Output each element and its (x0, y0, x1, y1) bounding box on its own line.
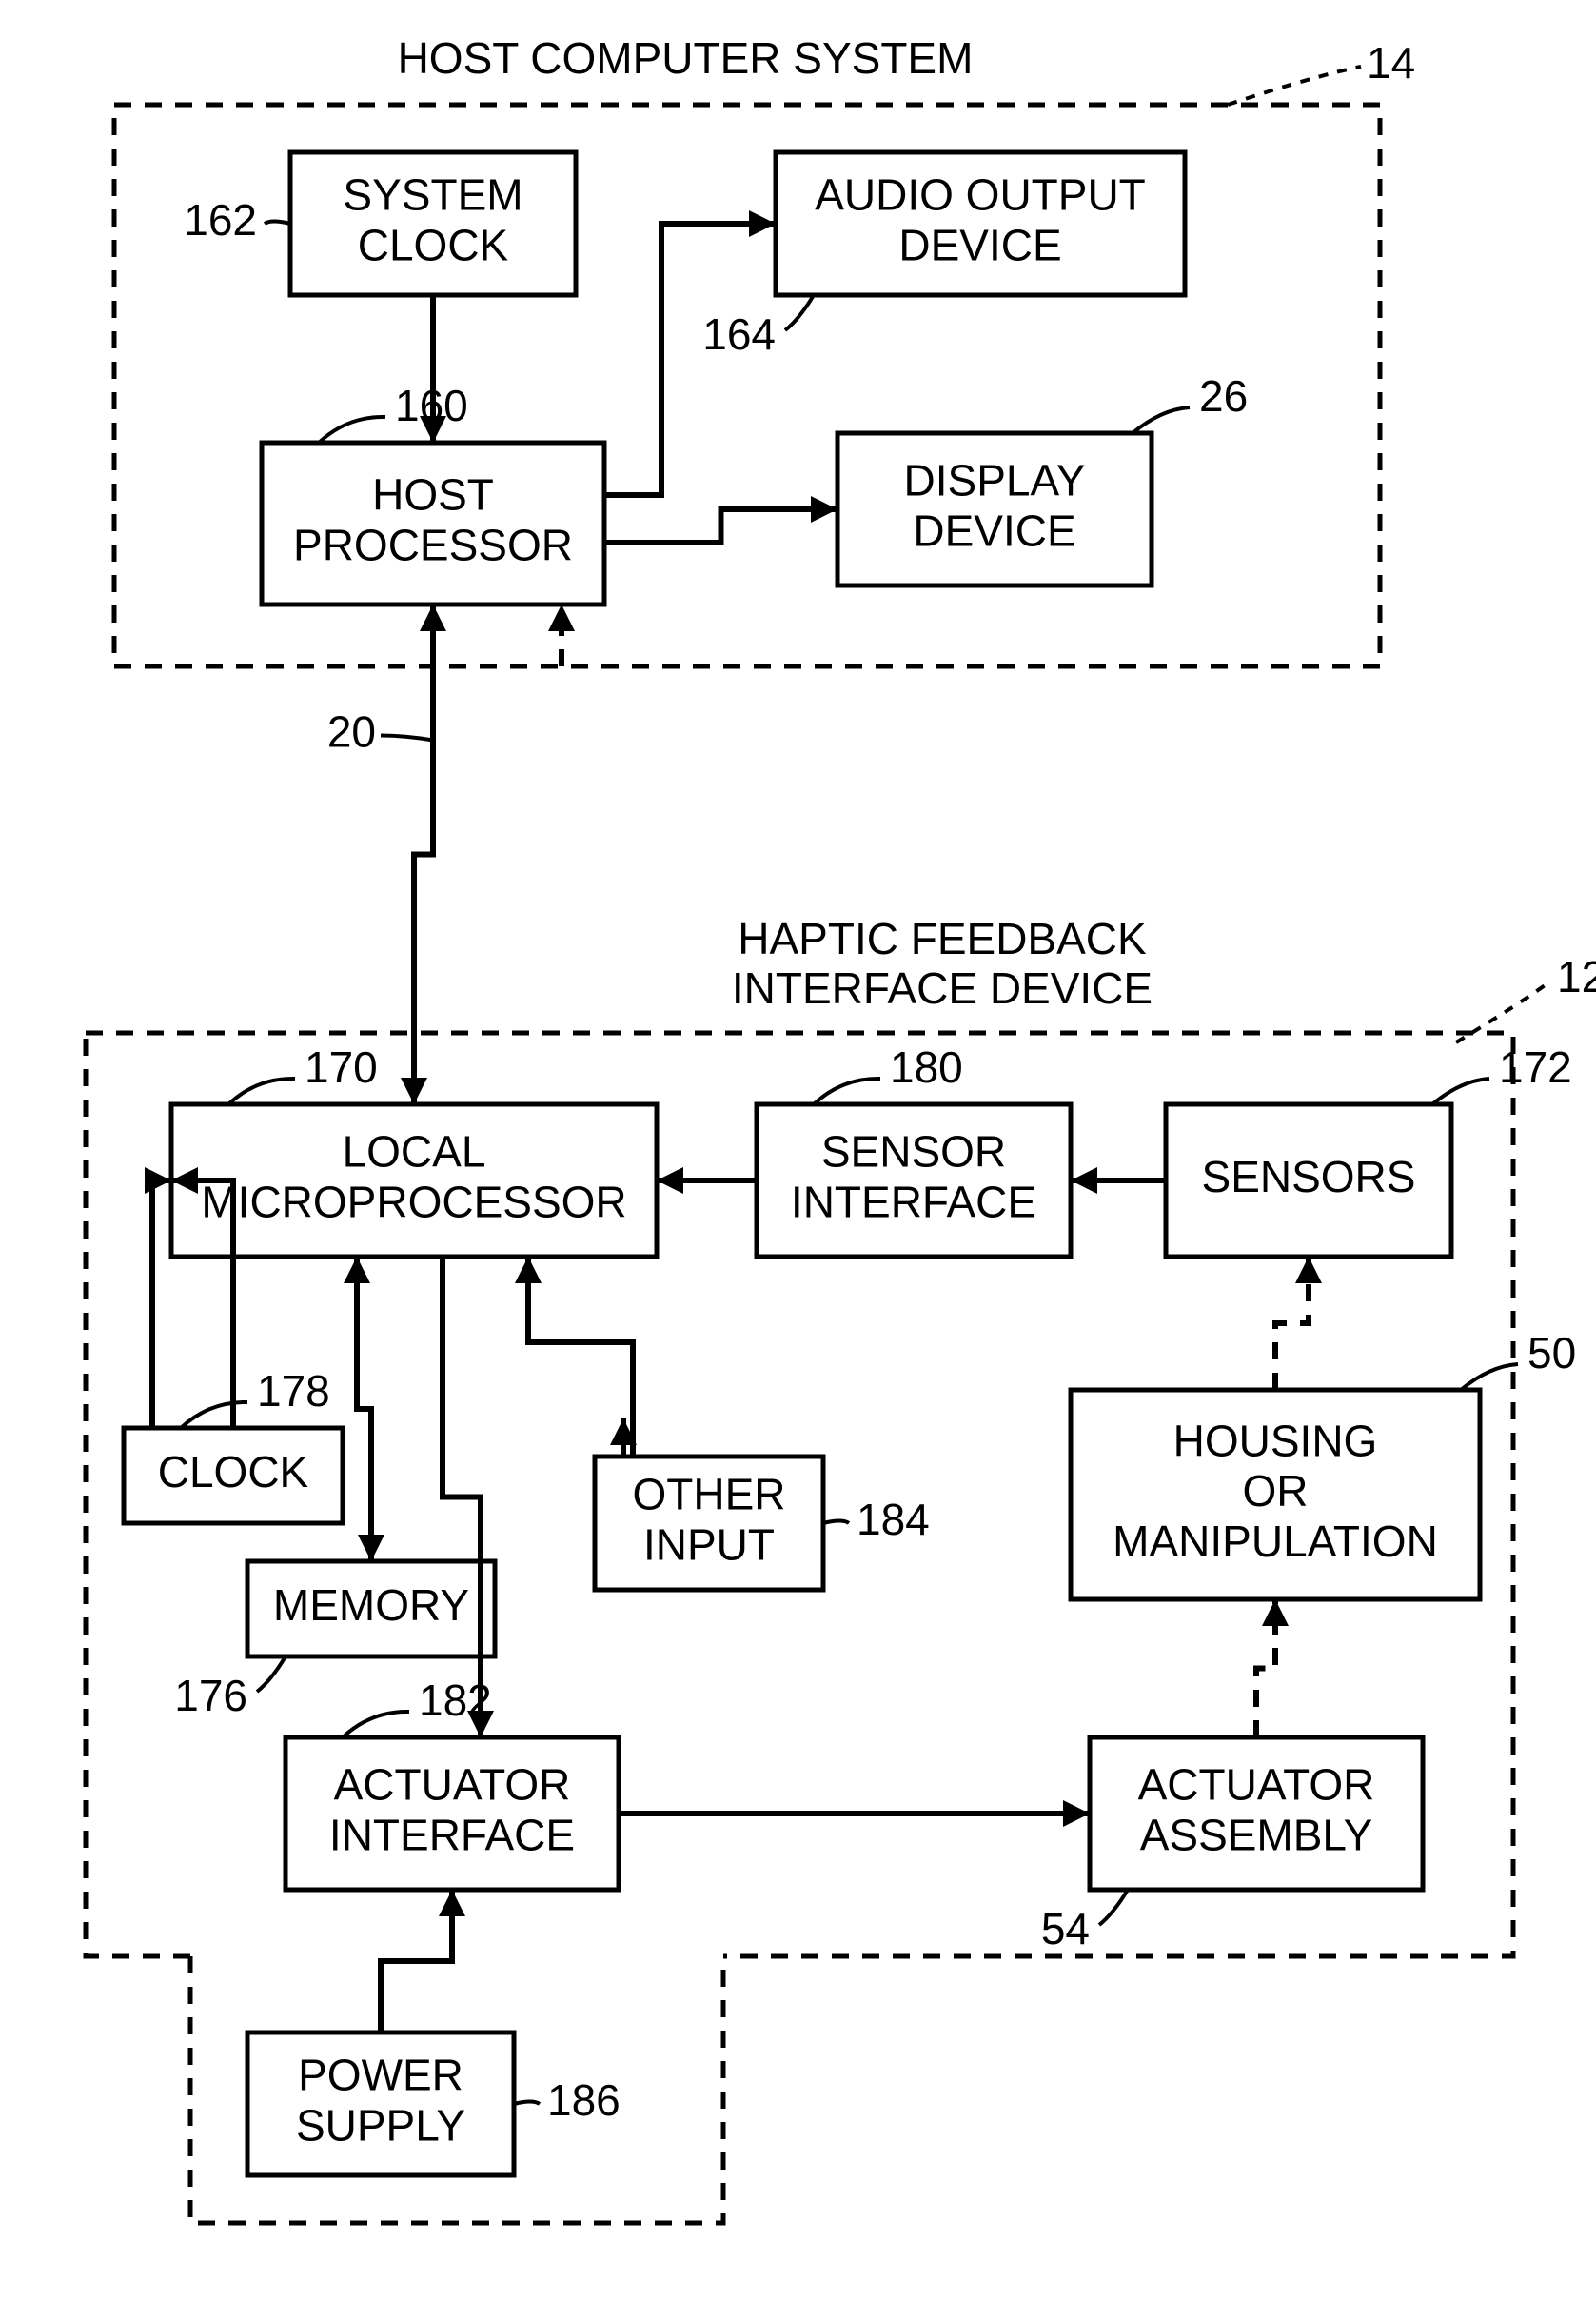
ref-power_supply: 186 (547, 2075, 621, 2125)
ref-sensor_if: 180 (890, 1042, 963, 1092)
block-label-housing: MANIPULATION (1113, 1517, 1438, 1566)
title-haptic: HAPTIC FEEDBACK (738, 914, 1147, 963)
title-host: HOST COMPUTER SYSTEM (398, 33, 974, 83)
ref-local_micro: 170 (305, 1042, 378, 1092)
block-label-sensor_if: INTERFACE (791, 1178, 1036, 1227)
ref-actuator_asm: 54 (1041, 1904, 1090, 1953)
ref-other_input: 184 (857, 1495, 930, 1544)
block-label-clock: CLOCK (158, 1447, 309, 1497)
block-label-sensors: SENSORS (1202, 1152, 1416, 1201)
block-label-audio_output: AUDIO OUTPUT (815, 170, 1146, 220)
block-label-system_clock: CLOCK (358, 221, 509, 270)
block-label-host_processor: HOST (372, 470, 494, 520)
block-label-other_input: INPUT (643, 1520, 775, 1570)
ref-sensors: 172 (1499, 1042, 1572, 1092)
block-label-memory: MEMORY (273, 1580, 469, 1630)
ref-clock: 178 (257, 1366, 330, 1416)
block-label-sensor_if: SENSOR (821, 1127, 1006, 1177)
ref-housing: 50 (1527, 1328, 1576, 1378)
block-label-other_input: OTHER (633, 1470, 786, 1519)
ref-memory: 176 (174, 1671, 247, 1720)
block-label-system_clock: SYSTEM (343, 170, 522, 220)
block-label-display_device: DEVICE (913, 506, 1075, 556)
block-label-actuator_if: INTERFACE (329, 1811, 575, 1860)
block-diagram: HOST COMPUTER SYSTEMHAPTIC FEEDBACKINTER… (0, 0, 1596, 2300)
block-label-actuator_asm: ASSEMBLY (1140, 1811, 1373, 1860)
block-label-audio_output: DEVICE (898, 221, 1061, 270)
block-label-actuator_if: ACTUATOR (334, 1760, 571, 1810)
block-label-host_processor: PROCESSOR (293, 521, 573, 570)
block-label-display_device: DISPLAY (904, 456, 1086, 506)
ref-link-20: 20 (327, 707, 376, 757)
ref-system_clock: 162 (184, 195, 257, 245)
block-label-housing: OR (1243, 1466, 1309, 1516)
block-label-housing: HOUSING (1173, 1416, 1378, 1465)
block-label-local_micro: MICROPROCESSOR (201, 1178, 626, 1227)
svg-text:14: 14 (1367, 38, 1415, 88)
block-label-power_supply: POWER (298, 2051, 463, 2100)
title-haptic: INTERFACE DEVICE (732, 963, 1153, 1013)
block-label-power_supply: SUPPLY (296, 2101, 465, 2151)
block-label-actuator_asm: ACTUATOR (1138, 1760, 1375, 1810)
svg-text:12: 12 (1557, 952, 1596, 1001)
ref-display_device: 26 (1199, 371, 1248, 421)
block-label-local_micro: LOCAL (343, 1127, 486, 1177)
ref-audio_output: 164 (702, 309, 776, 359)
